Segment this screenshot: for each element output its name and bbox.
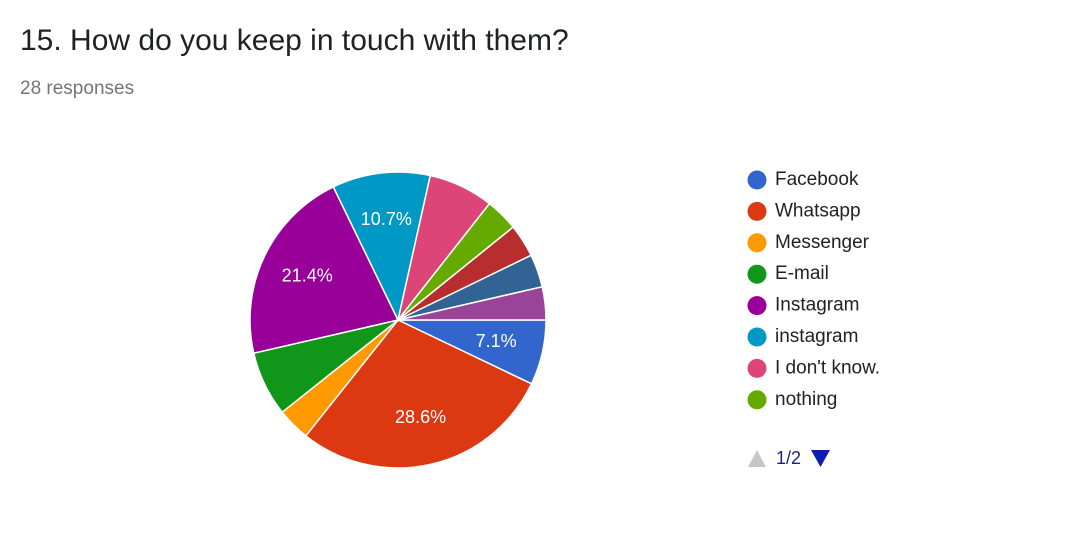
slice-label: 7.1% — [476, 331, 517, 351]
response-count: 28 responses — [20, 78, 134, 99]
legend-label: E-mail — [775, 263, 829, 284]
legend-swatch — [747, 233, 767, 253]
slice-label: 28.6% — [395, 407, 446, 427]
pie-slice — [304, 319, 533, 469]
legend-swatch — [747, 327, 767, 347]
chart-title: 15. How do you keep in touch with them? — [20, 24, 569, 57]
legend-swatch — [747, 170, 767, 190]
slice-label: 21.4% — [282, 265, 333, 285]
legend-swatch — [747, 201, 767, 221]
legend-next-page[interactable] — [811, 450, 830, 467]
legend-swatch — [747, 264, 767, 284]
pie-slice — [397, 285, 547, 321]
legend-label: Facebook — [775, 169, 859, 190]
legend-swatch — [747, 296, 767, 316]
slice-label: 10.7% — [361, 209, 412, 229]
legend-page: 1/2 — [776, 448, 801, 468]
legend-prev-page[interactable] — [748, 450, 766, 467]
legend-label: I don't know. — [775, 357, 880, 378]
legend-label: Messenger — [775, 232, 870, 253]
legend-swatch — [747, 390, 767, 410]
legend-label: Instagram — [775, 295, 859, 316]
pie-slice — [249, 185, 400, 355]
legend-swatch — [747, 358, 767, 378]
legend-label: instagram — [775, 326, 858, 347]
legend-label: nothing — [775, 389, 837, 410]
legend-label: Whatsapp — [775, 200, 861, 221]
